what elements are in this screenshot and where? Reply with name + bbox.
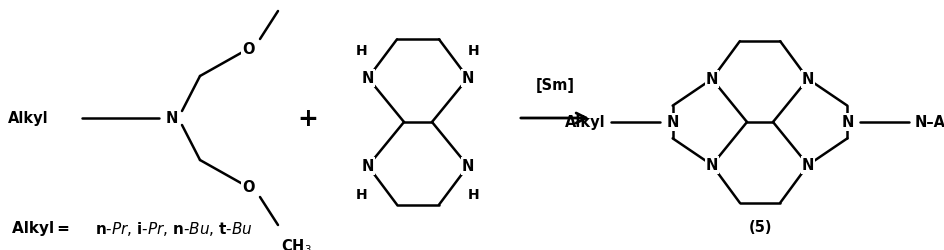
Text: CH$_3$: CH$_3$ [281, 236, 312, 250]
Text: O: O [242, 42, 254, 57]
Text: N: N [166, 111, 178, 126]
Text: N: N [801, 72, 814, 87]
Text: [Sm]: [Sm] [535, 78, 575, 93]
Text: N: N [362, 159, 374, 174]
Text: N: N [462, 159, 474, 174]
Text: N: N [801, 158, 814, 173]
Text: Alkyl: Alkyl [8, 111, 49, 126]
Text: N: N [666, 115, 679, 130]
Text: +: + [297, 106, 318, 130]
Text: CH$_3$: CH$_3$ [281, 0, 312, 1]
Text: H: H [468, 187, 480, 201]
Text: N: N [362, 71, 374, 86]
Text: H: H [356, 187, 368, 201]
Text: H: H [468, 44, 480, 58]
Text: N: N [841, 115, 853, 130]
Text: (5): (5) [749, 220, 772, 234]
Text: N: N [462, 71, 474, 86]
Text: N: N [706, 72, 718, 87]
Text: N: N [706, 158, 718, 173]
Text: Alkyl =: Alkyl = [12, 220, 73, 236]
Text: Alkyl: Alkyl [565, 115, 606, 130]
Text: $\mathbf{n}$-$\mathit{Pr}$, $\mathbf{i}$-$\mathit{Pr}$, $\mathbf{n}$-$\mathit{Bu: $\mathbf{n}$-$\mathit{Pr}$, $\mathbf{i}$… [95, 219, 253, 237]
Text: O: O [242, 180, 254, 195]
Text: N–Alkyl: N–Alkyl [915, 115, 944, 130]
Text: H: H [356, 44, 368, 58]
